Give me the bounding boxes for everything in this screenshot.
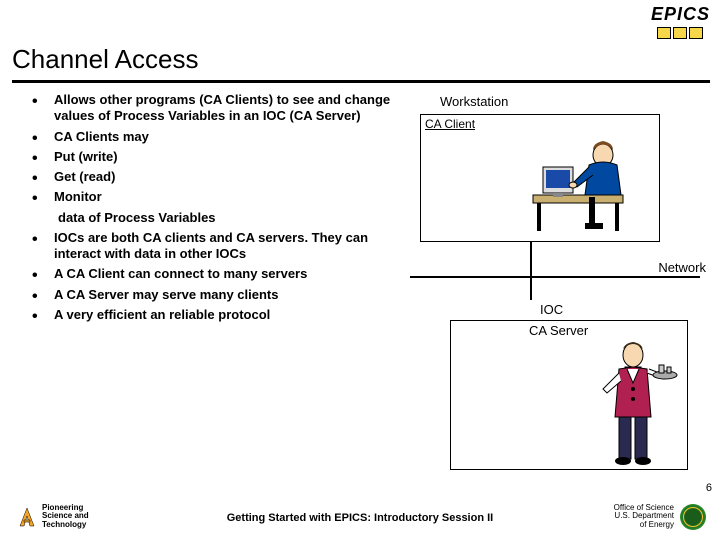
workstation-box: CA Client [420,114,660,242]
sublist: Put (write) Get (read) Monitor [30,149,400,206]
bullet: CA Clients may [30,129,400,145]
epics-boxes [651,27,710,39]
waiter-icon [589,339,679,467]
bullet: IOCs are both CA clients and CA servers.… [30,230,400,263]
epics-logo: EPICS [651,4,710,39]
person-at-desk-icon [525,135,645,235]
subbullet: Put (write) [30,149,400,165]
epics-text: EPICS [651,4,710,25]
connector-line [530,242,532,278]
ca-client-label: CA Client [425,117,475,131]
page-number: 6 [706,482,712,494]
footer-right: Office of Science U.S. Department of Ene… [614,504,706,530]
ioc-box: CA Server [450,320,688,470]
subbullet: Get (read) [30,169,400,185]
footer-right-text: Office of Science U.S. Department of Ene… [614,504,674,530]
workstation-label: Workstation [440,94,508,109]
bullet: A CA Client can connect to many servers [30,266,400,282]
ca-server-label: CA Server [529,323,588,338]
data-line: data of Process Variables [30,210,400,226]
content-area: Allows other programs (CA Clients) to se… [30,92,400,327]
epics-box [673,27,687,39]
subbullet: Monitor [30,189,400,205]
connector-line [530,276,532,300]
slide-title: Channel Access [12,44,198,75]
diagram: Workstation CA Client Network IOC [420,92,700,472]
ioc-label: IOC [540,302,563,317]
network-label: Network [658,260,706,275]
bullet: Allows other programs (CA Clients) to se… [30,92,400,125]
bullet: A CA Server may serve many clients [30,287,400,303]
footer: Pioneering Science and Technology Gettin… [0,494,720,536]
network-line [410,276,700,278]
epics-box [657,27,671,39]
bullet: A very efficient an reliable protocol [30,307,400,323]
epics-box [689,27,703,39]
footer-center-text: Getting Started with EPICS: Introductory… [0,512,720,524]
title-rule [12,80,710,83]
doe-logo-icon [680,504,706,530]
